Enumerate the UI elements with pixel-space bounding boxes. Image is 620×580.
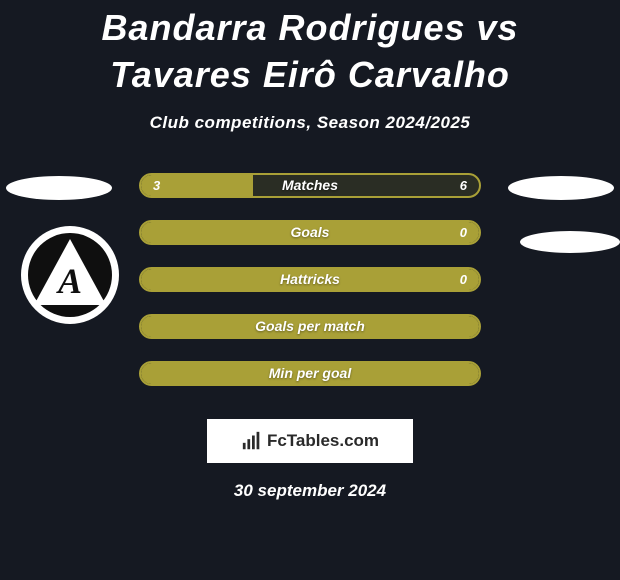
stat-label: Hattricks bbox=[141, 269, 479, 290]
club-badge: A bbox=[20, 225, 120, 325]
stat-row-goals: Goals 0 bbox=[139, 220, 481, 245]
brand-text: FcTables.com bbox=[267, 431, 379, 451]
stat-row-goals-per-match: Goals per match bbox=[139, 314, 481, 339]
page-subtitle: Club competitions, Season 2024/2025 bbox=[0, 113, 620, 133]
stat-row-min-per-goal: Min per goal bbox=[139, 361, 481, 386]
page-title: Bandarra Rodrigues vs Tavares Eirô Carva… bbox=[0, 0, 620, 99]
stat-right-value: 6 bbox=[460, 175, 467, 196]
stat-right-value: 0 bbox=[460, 222, 467, 243]
placeholder-ellipse-left bbox=[6, 176, 112, 200]
brand-box: FcTables.com bbox=[207, 419, 413, 463]
comparison-infographic: Bandarra Rodrigues vs Tavares Eirô Carva… bbox=[0, 0, 620, 580]
stat-bars: 3 Matches 6 Goals 0 Hattricks 0 bbox=[139, 173, 481, 386]
placeholder-ellipse-right-mid bbox=[520, 231, 620, 253]
stat-label: Goals bbox=[141, 222, 479, 243]
comparison-zone: A 3 Matches 6 Goals 0 Hattricks bbox=[0, 173, 620, 413]
stat-label: Min per goal bbox=[141, 363, 479, 384]
stat-label: Matches bbox=[141, 175, 479, 196]
badge-letter: A bbox=[56, 261, 82, 301]
bar-chart-icon bbox=[241, 430, 263, 452]
stat-row-matches: 3 Matches 6 bbox=[139, 173, 481, 198]
stat-label: Goals per match bbox=[141, 316, 479, 337]
stat-row-hattricks: Hattricks 0 bbox=[139, 267, 481, 292]
club-badge-svg: A bbox=[20, 225, 120, 325]
placeholder-ellipse-right-top bbox=[508, 176, 614, 200]
stat-right-value: 0 bbox=[460, 269, 467, 290]
footer-date: 30 september 2024 bbox=[0, 481, 620, 501]
